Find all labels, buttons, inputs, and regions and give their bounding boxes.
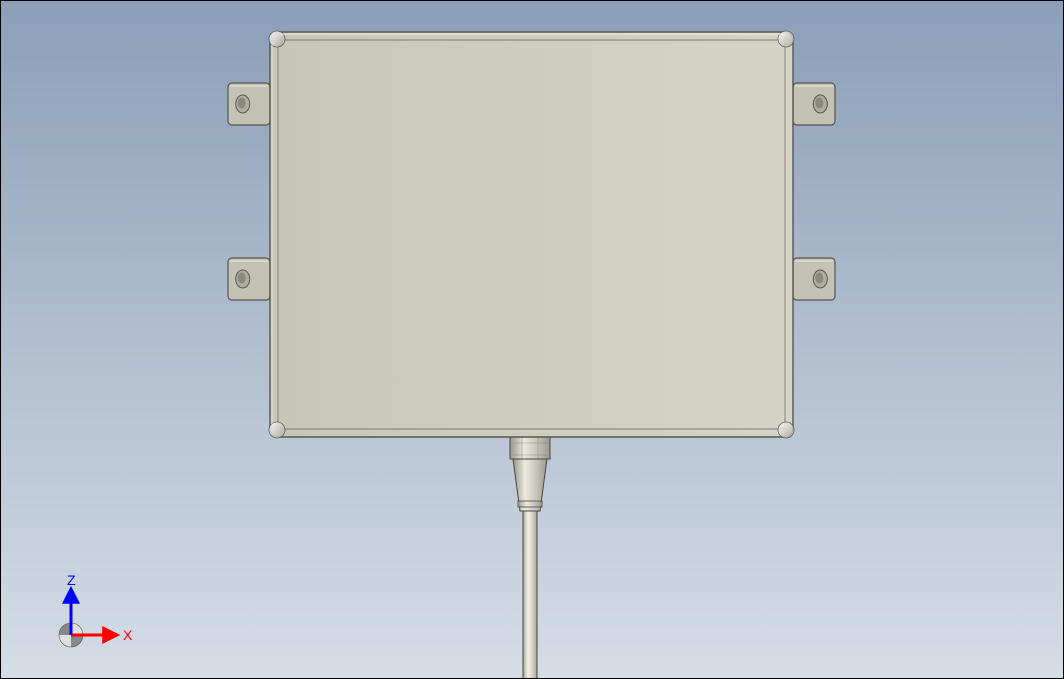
probe-shaft [523,511,537,679]
triad-x-label: X [123,627,133,643]
enclosure-face [270,32,793,437]
enclosure-corner-fillet [778,422,794,438]
triad-z-label: Z [67,572,76,588]
connector-nut [510,437,550,459]
scene-svg[interactable]: XZ [0,0,1064,679]
enclosure-body[interactable] [269,31,794,438]
cad-viewport[interactable]: XZ [0,0,1064,679]
probe[interactable] [523,511,537,679]
